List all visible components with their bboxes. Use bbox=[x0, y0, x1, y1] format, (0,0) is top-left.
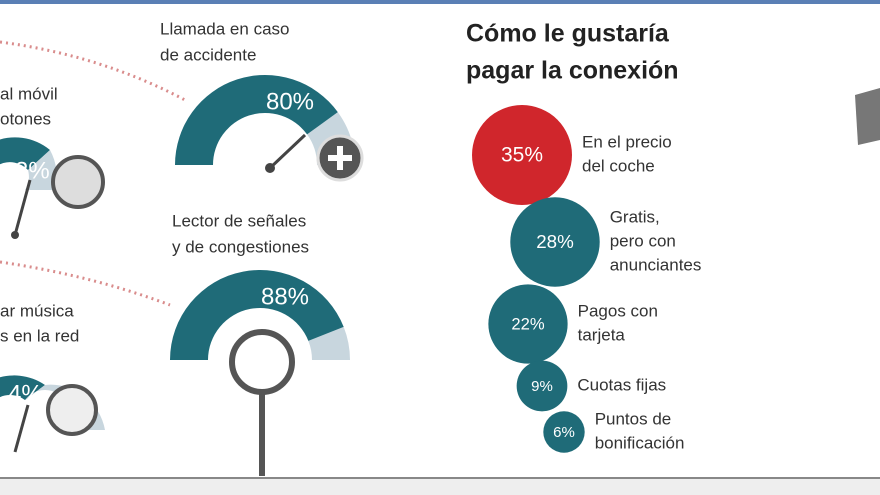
bubble-value-label: 9% bbox=[531, 378, 553, 395]
label: Pagos con bbox=[578, 301, 658, 320]
plus bbox=[328, 146, 352, 170]
icon bbox=[51, 155, 105, 209]
gauge-track bbox=[308, 326, 350, 360]
gauge-fill bbox=[170, 270, 344, 360]
label: En el precio bbox=[582, 132, 672, 151]
partial-gauge bbox=[0, 375, 45, 400]
bubble-value-label: 6% bbox=[553, 424, 575, 441]
partial-gauge bbox=[0, 137, 50, 170]
label: anunciantes bbox=[610, 255, 702, 274]
partial-gauge bbox=[25, 150, 57, 190]
label: al móvil bbox=[0, 84, 58, 103]
label: ar música bbox=[0, 301, 74, 320]
label: Gratis, bbox=[610, 207, 660, 226]
bubble bbox=[543, 411, 585, 453]
dotted-curve bbox=[0, 260, 171, 307]
label: y de congestiones bbox=[172, 237, 309, 256]
needle-base bbox=[265, 163, 275, 173]
label: de accidente bbox=[160, 45, 256, 64]
label: pero con bbox=[610, 231, 676, 250]
gauge-value-label: 80% bbox=[266, 88, 314, 115]
label: otones bbox=[0, 109, 51, 128]
bottom-strip bbox=[0, 478, 880, 495]
bubble bbox=[510, 197, 600, 287]
needle-base bbox=[11, 231, 19, 239]
label: bonificación bbox=[595, 433, 685, 452]
bubble bbox=[516, 360, 568, 412]
label: del coche bbox=[582, 156, 655, 175]
magnifier bbox=[229, 329, 295, 395]
label: Cuotas fijas bbox=[577, 375, 666, 394]
gauge-value-label: 88% bbox=[261, 283, 309, 310]
gauge-value-label: 4% bbox=[8, 380, 43, 407]
label: Puntos de bbox=[595, 409, 672, 428]
bubble bbox=[488, 284, 568, 364]
needle bbox=[13, 404, 30, 453]
needle bbox=[268, 133, 307, 170]
decor-shape bbox=[855, 88, 880, 145]
gauge-fill bbox=[175, 75, 338, 165]
label: tarjeta bbox=[578, 325, 626, 344]
bubble bbox=[472, 105, 572, 205]
top-border bbox=[0, 0, 880, 4]
label: pagar la conexión bbox=[466, 57, 679, 85]
bubble-value-label: 35% bbox=[501, 144, 543, 167]
label: Lector de señales bbox=[172, 211, 306, 230]
label: Cómo le gustaría bbox=[466, 20, 670, 48]
label: s en la red bbox=[0, 326, 79, 345]
gauge-value-label: 3% bbox=[15, 157, 50, 184]
label: Llamada en caso bbox=[160, 19, 289, 38]
icon bbox=[46, 384, 98, 436]
bubble-value-label: 22% bbox=[511, 314, 544, 333]
needle bbox=[13, 179, 32, 236]
bubble-value-label: 28% bbox=[536, 231, 574, 252]
